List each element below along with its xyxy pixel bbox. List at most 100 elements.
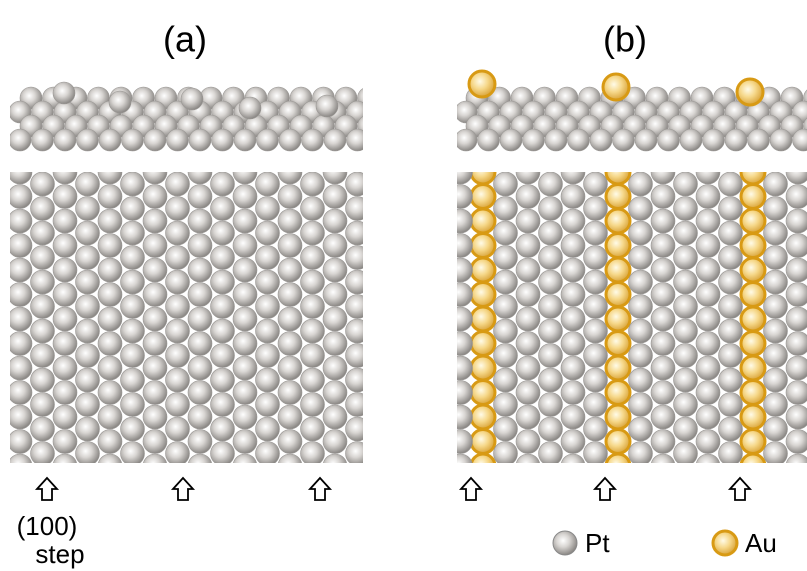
pt-atom — [233, 234, 257, 258]
pt-atom — [449, 356, 473, 380]
au-atom — [606, 307, 630, 331]
pt-atom — [233, 356, 257, 380]
pt-atom — [323, 381, 347, 405]
pt-atom — [764, 197, 788, 221]
pt-atom — [696, 430, 720, 454]
pt-atom — [561, 258, 585, 282]
pt-atom — [674, 344, 698, 368]
side-view — [455, 71, 807, 151]
pt-atom — [301, 393, 325, 417]
pt-atom — [323, 332, 347, 356]
pt-atom — [696, 258, 720, 282]
pt-atom — [613, 129, 635, 151]
pt-atom — [516, 258, 540, 282]
pt-atom — [121, 417, 145, 441]
legend-pt-swatch — [553, 531, 577, 555]
pt-atom — [696, 454, 720, 478]
pt-atom — [143, 185, 167, 209]
pt-atom — [449, 381, 473, 405]
pt-atom — [301, 417, 325, 441]
pt-atom — [211, 442, 235, 466]
pt-atom — [8, 283, 32, 307]
au-atom — [603, 74, 629, 100]
pt-atom — [764, 270, 788, 294]
pt-atom — [696, 332, 720, 356]
step-arrow — [730, 478, 750, 500]
pt-atom — [449, 307, 473, 331]
pt-atom — [76, 344, 100, 368]
pt-atom — [98, 258, 122, 282]
pt-atom — [278, 160, 302, 184]
au-atom — [471, 209, 495, 233]
pt-atom — [316, 95, 338, 117]
pt-atom — [696, 209, 720, 233]
pt-atom — [31, 246, 55, 270]
pt-atom — [188, 356, 212, 380]
pt-atom — [301, 295, 325, 319]
pt-atom — [257, 129, 279, 151]
pt-atom — [211, 344, 235, 368]
atoms — [8, 71, 807, 478]
pt-atom — [323, 307, 347, 331]
pt-atom — [121, 221, 145, 245]
pt-atom — [76, 295, 100, 319]
pt-atom — [256, 393, 280, 417]
pt-atom — [166, 172, 190, 196]
pt-atom — [76, 393, 100, 417]
pt-atom — [651, 258, 675, 282]
pt-atom — [584, 197, 608, 221]
pt-atom — [121, 172, 145, 196]
pt-atom — [539, 221, 563, 245]
pt-atom — [188, 185, 212, 209]
pt-atom — [166, 417, 190, 441]
pt-atom — [494, 270, 518, 294]
pt-atom — [143, 160, 167, 184]
pt-atom — [76, 319, 100, 343]
pt-atom — [651, 283, 675, 307]
pt-atom — [786, 283, 807, 307]
pt-atom — [53, 209, 77, 233]
top-view — [8, 160, 370, 478]
pt-atom — [53, 454, 77, 478]
pt-atom — [233, 405, 257, 429]
pt-atom — [301, 172, 325, 196]
pt-atom — [346, 246, 370, 270]
au-atom — [741, 234, 765, 258]
pt-atom — [516, 430, 540, 454]
pt-atom — [98, 160, 122, 184]
pt-atom — [346, 442, 370, 466]
pt-atom — [651, 307, 675, 331]
pt-atom — [539, 417, 563, 441]
pt-atom — [188, 160, 212, 184]
pt-atom — [674, 319, 698, 343]
pt-atom — [516, 381, 540, 405]
pt-atom — [76, 417, 100, 441]
pt-atom — [449, 430, 473, 454]
pt-atom — [674, 270, 698, 294]
pt-atom — [31, 442, 55, 466]
pt-atom — [764, 319, 788, 343]
pt-atom — [455, 129, 477, 151]
pt-atom — [32, 129, 54, 151]
pt-atom — [346, 368, 370, 392]
pt-atom — [539, 172, 563, 196]
pt-atom — [233, 332, 257, 356]
pt-atom — [516, 307, 540, 331]
pt-atom — [494, 319, 518, 343]
pt-atom — [233, 160, 257, 184]
pt-atom — [494, 442, 518, 466]
pt-atom — [786, 160, 807, 184]
pt-atom — [516, 283, 540, 307]
pt-atom — [143, 405, 167, 429]
pt-atom — [629, 417, 653, 441]
pt-atom — [651, 332, 675, 356]
pt-atom — [188, 283, 212, 307]
pt-atom — [494, 393, 518, 417]
pt-atom — [696, 381, 720, 405]
pt-atom — [53, 430, 77, 454]
pt-atom — [76, 197, 100, 221]
au-atom — [471, 405, 495, 429]
pt-atom — [629, 221, 653, 245]
pt-atom — [98, 185, 122, 209]
pt-atom — [166, 393, 190, 417]
